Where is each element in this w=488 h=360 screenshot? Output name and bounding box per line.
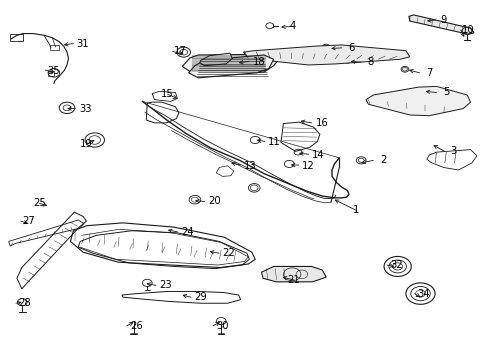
Text: 5: 5 [442,87,448,98]
Polygon shape [182,54,279,73]
Polygon shape [243,45,409,65]
Text: 25: 25 [33,198,45,208]
Text: 27: 27 [21,216,35,226]
Text: 34: 34 [416,289,429,298]
Text: 32: 32 [389,260,402,270]
Text: 29: 29 [194,292,207,302]
Text: 28: 28 [19,298,31,308]
Polygon shape [366,86,469,116]
Text: 1: 1 [352,205,359,215]
Polygon shape [261,266,325,282]
Text: 21: 21 [287,275,300,285]
Text: 12: 12 [302,161,314,171]
Text: 31: 31 [77,39,89,49]
Text: 24: 24 [181,227,193,237]
Text: 13: 13 [244,161,256,171]
Text: 8: 8 [367,57,373,67]
Text: 18: 18 [252,57,265,67]
Text: 14: 14 [311,150,324,160]
Text: 15: 15 [161,89,174,99]
Polygon shape [408,15,473,34]
Text: 19: 19 [80,139,93,149]
Text: 20: 20 [207,197,220,206]
Polygon shape [200,53,232,66]
Text: 26: 26 [130,321,142,331]
Text: 2: 2 [379,156,386,165]
Text: 7: 7 [425,68,431,78]
Text: 33: 33 [79,104,91,113]
Text: 4: 4 [289,21,296,31]
Text: 22: 22 [222,248,235,258]
Text: 23: 23 [159,280,172,291]
Text: 3: 3 [449,147,456,157]
Text: 9: 9 [440,15,446,25]
Text: 10: 10 [461,25,473,35]
Text: 35: 35 [47,66,60,76]
Text: 16: 16 [315,118,328,128]
Text: 11: 11 [268,138,281,148]
Text: 30: 30 [216,321,228,331]
Text: 17: 17 [174,46,186,57]
Polygon shape [188,55,273,78]
Text: 6: 6 [347,43,354,53]
